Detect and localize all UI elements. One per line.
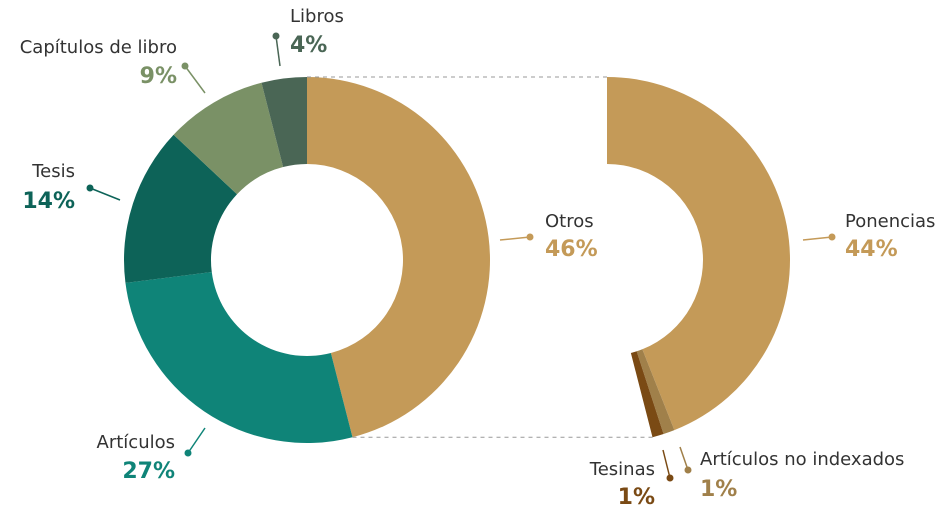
value-label: 44% (845, 237, 898, 262)
donut-slice (607, 77, 791, 431)
category-label: Ponencias (845, 211, 935, 232)
category-label: Artículos no indexados (700, 449, 904, 470)
leader-dot (181, 62, 189, 70)
category-label: Tesinas (589, 459, 655, 480)
category-label: Capítulos de libro (20, 37, 177, 58)
leader-dot (828, 233, 836, 241)
leader-dot (184, 449, 192, 457)
value-label: 46% (545, 237, 598, 262)
leader-dot (684, 466, 692, 474)
donut-slice (636, 349, 675, 435)
category-label: Otros (545, 211, 594, 232)
donut-slice (307, 77, 491, 438)
value-label: 1% (618, 485, 655, 510)
leader-line (662, 449, 671, 479)
leader-line (802, 236, 833, 241)
value-label: 27% (122, 459, 175, 484)
value-label: 9% (140, 64, 177, 89)
leader-dot (526, 233, 534, 241)
value-label: 14% (22, 189, 75, 214)
donut-slice (124, 134, 238, 283)
leader-line (499, 236, 531, 241)
value-label: 1% (700, 477, 737, 502)
leader-dot (666, 474, 674, 482)
donut-slice (125, 272, 353, 444)
leader-line (184, 65, 206, 94)
category-label: Libros (290, 6, 344, 27)
donut-slice (173, 82, 284, 195)
category-label: Artículos (97, 432, 175, 453)
leader-line (89, 187, 121, 201)
leader-dot (86, 184, 94, 192)
leader-line (679, 446, 689, 471)
value-label: 4% (290, 33, 327, 58)
category-label: Tesis (31, 161, 75, 182)
leader-line (275, 35, 281, 67)
leader-dot (272, 32, 280, 40)
donut-slice (630, 351, 664, 438)
leader-line (187, 427, 206, 454)
donut-slice (261, 77, 307, 168)
